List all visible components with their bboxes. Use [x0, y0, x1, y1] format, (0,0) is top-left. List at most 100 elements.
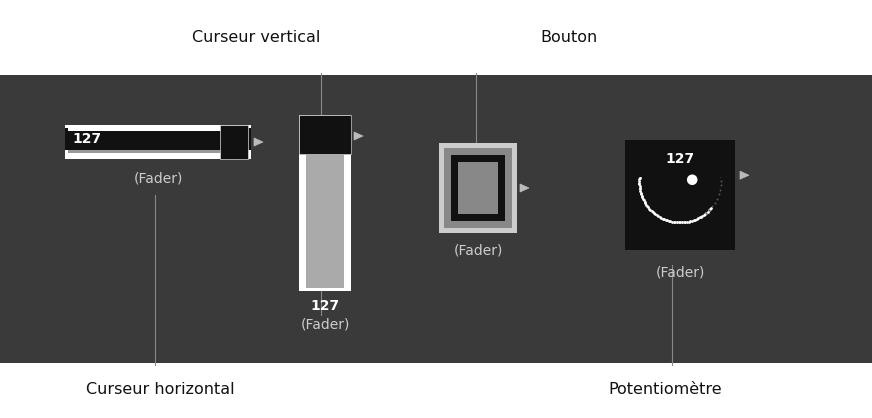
Point [685, 217, 699, 224]
Point [633, 188, 647, 194]
Point [652, 143, 666, 150]
Point [647, 210, 661, 217]
Point [701, 149, 715, 155]
Text: Bouton: Bouton [540, 31, 597, 46]
Point [697, 145, 711, 152]
Point [660, 140, 674, 146]
Text: 127: 127 [310, 299, 339, 313]
Point [697, 212, 711, 218]
Point [682, 218, 696, 225]
Point [698, 210, 712, 217]
Point [705, 203, 719, 210]
Point [684, 218, 698, 224]
Bar [68, 128, 248, 131]
Point [658, 217, 672, 223]
Point [637, 160, 651, 167]
Point [636, 161, 650, 168]
Point [670, 138, 684, 145]
Point [649, 211, 663, 218]
Point [699, 209, 713, 216]
Bar [65, 128, 251, 150]
Point [638, 157, 652, 164]
Point [660, 217, 674, 224]
Point [635, 192, 649, 199]
Point [669, 219, 683, 226]
Point [713, 182, 727, 189]
Point [632, 176, 646, 183]
Point [641, 204, 655, 211]
Bar [625, 140, 735, 177]
Point [680, 219, 694, 225]
Point [673, 219, 687, 226]
Bar [439, 143, 517, 233]
Text: Curseur vertical: Curseur vertical [192, 31, 320, 46]
Point [701, 208, 715, 215]
Text: (Fader): (Fader) [300, 317, 350, 331]
Point [686, 217, 700, 224]
Bar [220, 125, 248, 159]
Bar [65, 125, 251, 159]
Point [637, 158, 651, 165]
Point [713, 173, 727, 180]
Point [656, 142, 670, 148]
Point [678, 219, 692, 225]
Point [694, 144, 708, 150]
Point [658, 140, 672, 147]
Point [703, 151, 717, 158]
Point [634, 191, 648, 197]
Point [651, 213, 665, 219]
Point [684, 139, 698, 146]
Bar [344, 118, 348, 288]
Point [673, 138, 687, 145]
Point [696, 212, 710, 219]
Point [636, 163, 650, 170]
Point [665, 218, 679, 225]
Point [633, 171, 647, 178]
Circle shape [687, 174, 698, 185]
Bar [451, 155, 505, 221]
Point [710, 195, 724, 202]
Point [644, 149, 658, 156]
Point [709, 160, 723, 167]
Point [686, 140, 700, 147]
Polygon shape [354, 132, 363, 140]
Point [682, 139, 696, 145]
Point [677, 138, 691, 145]
Point [635, 165, 649, 171]
Point [650, 212, 664, 219]
Point [703, 206, 717, 213]
Point [657, 216, 671, 223]
Bar [0, 75, 872, 363]
Bar [0, 363, 872, 418]
Text: 127: 127 [72, 132, 101, 146]
Point [665, 138, 679, 145]
Point [678, 138, 692, 145]
Point [713, 178, 727, 184]
Point [705, 152, 719, 159]
Text: Curseur horizontal: Curseur horizontal [85, 382, 235, 398]
Point [637, 197, 651, 204]
Point [639, 155, 653, 162]
Point [641, 153, 655, 160]
Point [638, 200, 652, 206]
Point [671, 138, 685, 145]
Bar [458, 162, 498, 214]
Bar [302, 118, 348, 288]
Text: 127: 127 [665, 152, 695, 166]
Point [692, 143, 706, 150]
Point [654, 214, 668, 221]
Point [713, 186, 727, 193]
Text: (Fader): (Fader) [453, 243, 502, 257]
Point [636, 196, 650, 202]
Point [644, 206, 657, 213]
Point [699, 148, 713, 154]
Point [692, 214, 706, 221]
Point [685, 140, 699, 146]
Point [667, 219, 681, 225]
Point [644, 208, 658, 214]
Point [632, 181, 646, 188]
Point [691, 142, 705, 149]
Point [652, 214, 666, 220]
Point [634, 189, 648, 196]
Text: (Fader): (Fader) [133, 171, 183, 185]
